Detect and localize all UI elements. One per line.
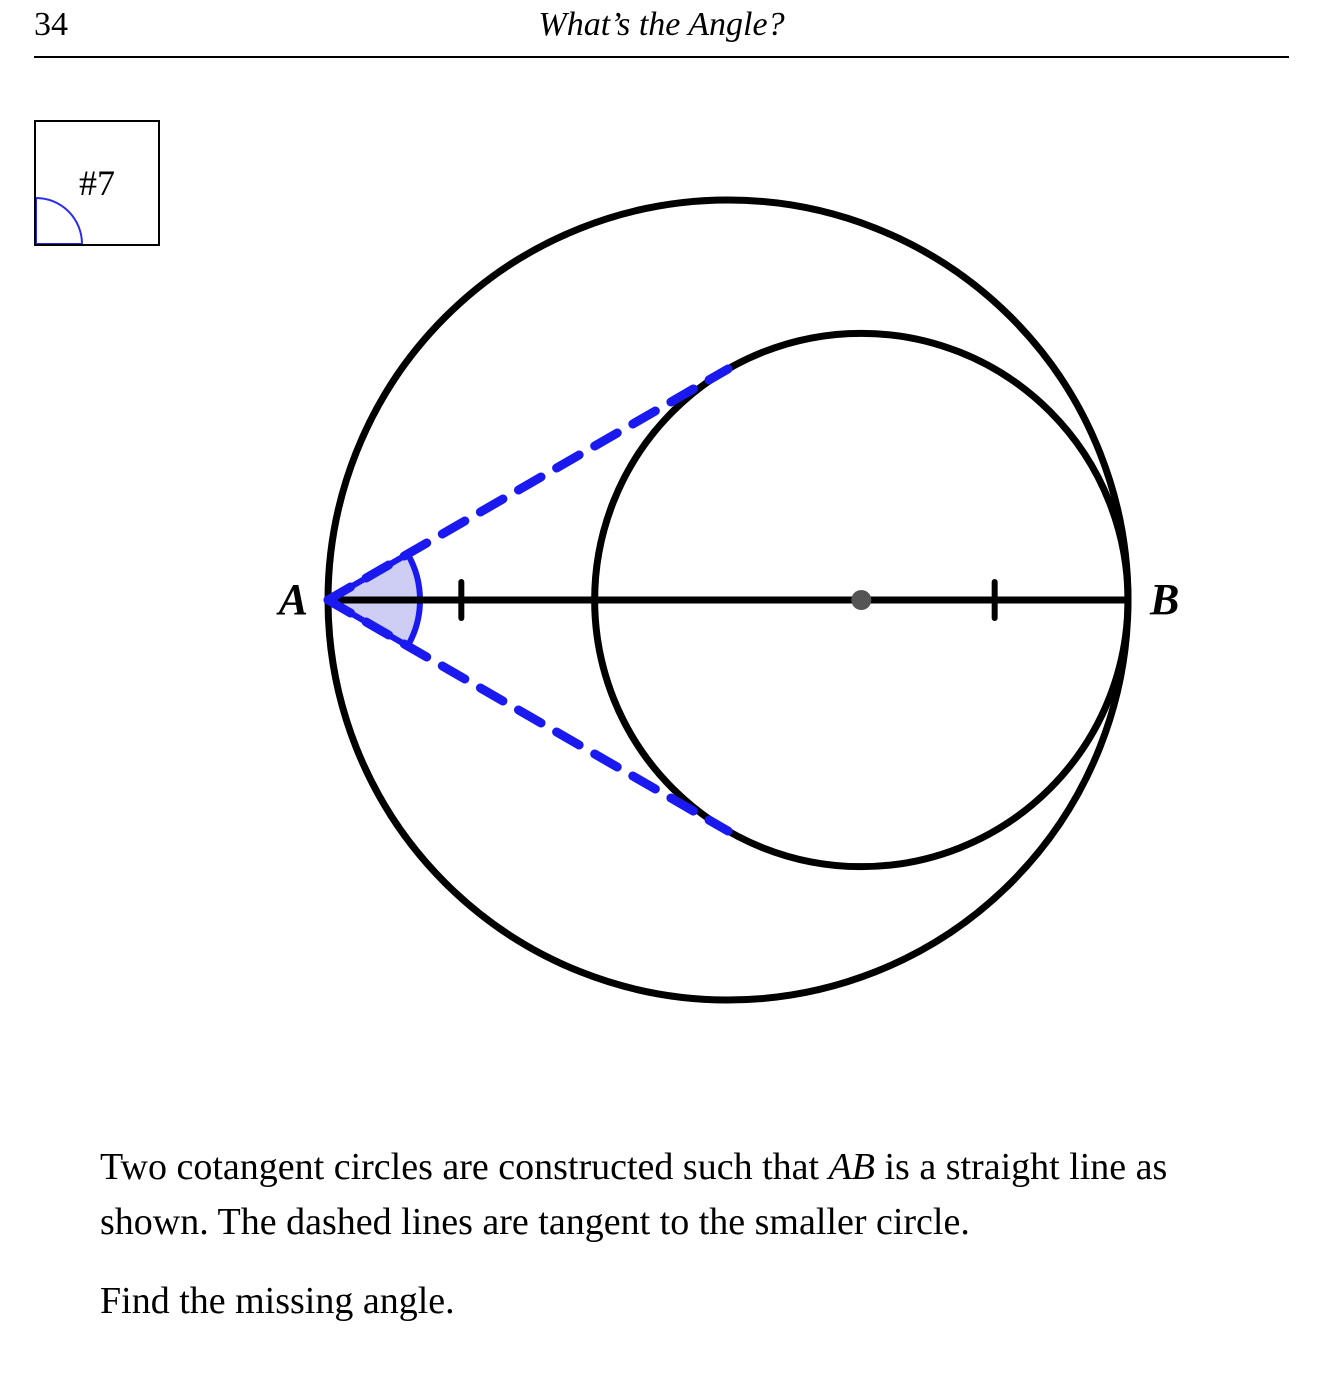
- ab-label: AB: [829, 1146, 875, 1188]
- page: 34 What’s the Angle? #7 AB Two cotangent…: [0, 0, 1323, 1389]
- problem-thumbnail: #7: [34, 120, 160, 246]
- diagram: AB: [228, 100, 1228, 1100]
- header: 34 What’s the Angle?: [34, 0, 1289, 58]
- center-dot: [851, 590, 871, 610]
- text-span: Two cotangent circles are constructed su…: [100, 1146, 829, 1188]
- page-number: 34: [34, 6, 68, 44]
- problem-text: Two cotangent circles are constructed su…: [100, 1140, 1223, 1353]
- thumbnail-arc-icon: [36, 184, 96, 244]
- problem-para-1: Two cotangent circles are constructed su…: [100, 1140, 1223, 1250]
- tangent-line-lower: [328, 600, 728, 831]
- label-a: A: [275, 575, 307, 624]
- book-title: What’s the Angle?: [538, 6, 784, 44]
- problem-para-2: Find the missing angle.: [100, 1274, 1223, 1329]
- tangent-line-upper: [328, 369, 728, 600]
- diagram-svg: AB: [228, 100, 1228, 1100]
- label-b: B: [1149, 575, 1179, 624]
